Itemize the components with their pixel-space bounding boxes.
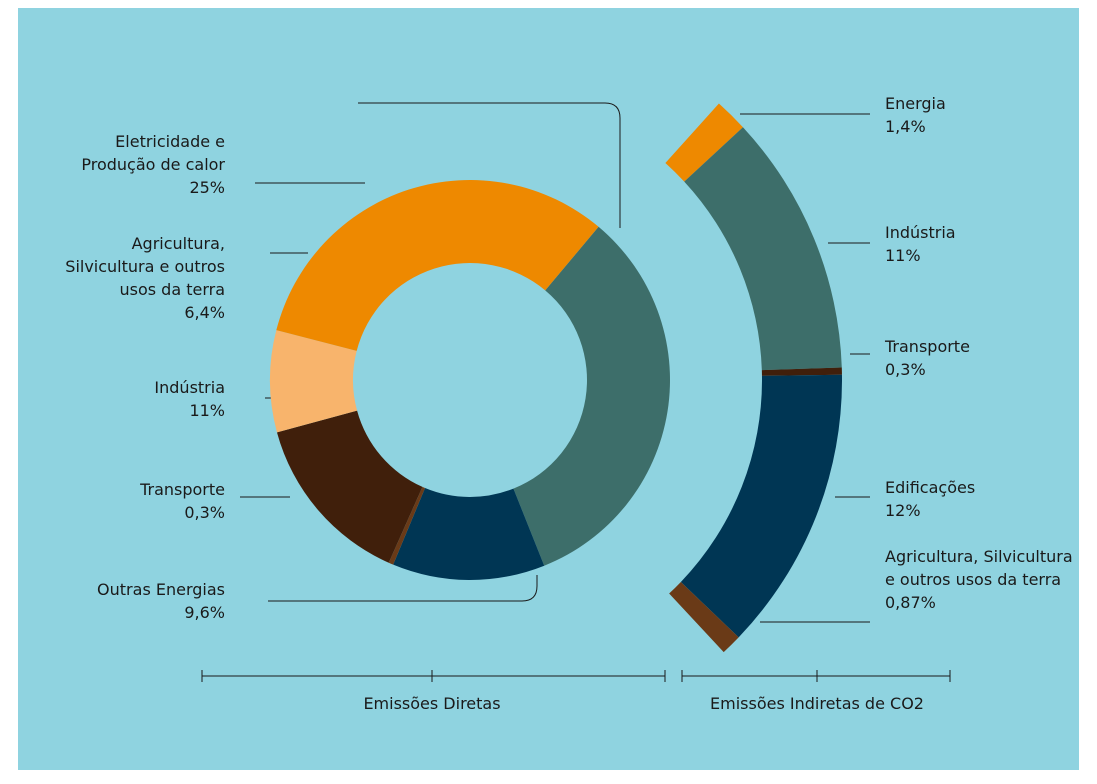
label: Outras Energias 9,6% bbox=[40, 578, 225, 624]
category: Energia bbox=[885, 94, 946, 113]
category: Agricultura, Silvicultura e outros usos … bbox=[885, 547, 1073, 589]
label: Transporte 0,3% bbox=[885, 335, 1080, 381]
label: Indústria 11% bbox=[885, 221, 1080, 267]
leader bbox=[358, 102, 621, 228]
arc-segment bbox=[669, 581, 739, 653]
donut-segment bbox=[276, 410, 423, 563]
value-label: 12% bbox=[885, 501, 921, 520]
category: Transporte bbox=[885, 337, 970, 356]
value-label: 0,3% bbox=[885, 360, 926, 379]
group-label: Emissões Indiretas de CO2 bbox=[710, 694, 924, 713]
value-label: 25% bbox=[189, 178, 225, 197]
category: Agricultura, Silvicultura e outros usos … bbox=[65, 234, 225, 299]
leader bbox=[268, 575, 538, 602]
label: Indústria 11% bbox=[40, 376, 225, 422]
arc-segment bbox=[680, 374, 842, 638]
category: Eletricidade e Produção de calor bbox=[81, 132, 225, 174]
value-label: 1,4% bbox=[885, 117, 926, 136]
value-label: 0,3% bbox=[184, 503, 225, 522]
arc-segment bbox=[665, 103, 743, 182]
donut-segment bbox=[276, 180, 599, 351]
label: Energia 1,4% bbox=[885, 92, 1080, 138]
category: Indústria bbox=[154, 378, 225, 397]
donut-segment bbox=[513, 226, 670, 566]
panel bbox=[18, 8, 1079, 770]
value-label: 11% bbox=[189, 401, 225, 420]
value-label: 0,87% bbox=[885, 593, 936, 612]
category: Transporte bbox=[140, 480, 225, 499]
label: Agricultura, Silvicultura e outros usos … bbox=[885, 545, 1080, 614]
category: Outras Energias bbox=[97, 580, 225, 599]
group-label: Emissões Diretas bbox=[363, 694, 501, 713]
value-label: 6,4% bbox=[184, 303, 225, 322]
arc-segment bbox=[761, 367, 842, 376]
label: Agricultura, Silvicultura e outros usos … bbox=[40, 232, 225, 324]
label: Edificações 12% bbox=[885, 476, 1080, 522]
arc-segment bbox=[684, 127, 842, 371]
donut-segment bbox=[393, 488, 545, 580]
label: Transporte 0,3% bbox=[40, 478, 225, 524]
label: Eletricidade e Produção de calor 25% bbox=[65, 130, 225, 199]
category: Edificações bbox=[885, 478, 976, 497]
value-label: 11% bbox=[885, 246, 921, 265]
value-label: 9,6% bbox=[184, 603, 225, 622]
category: Indústria bbox=[885, 223, 956, 242]
donut-segment bbox=[270, 330, 358, 433]
donut-segment bbox=[388, 486, 426, 565]
